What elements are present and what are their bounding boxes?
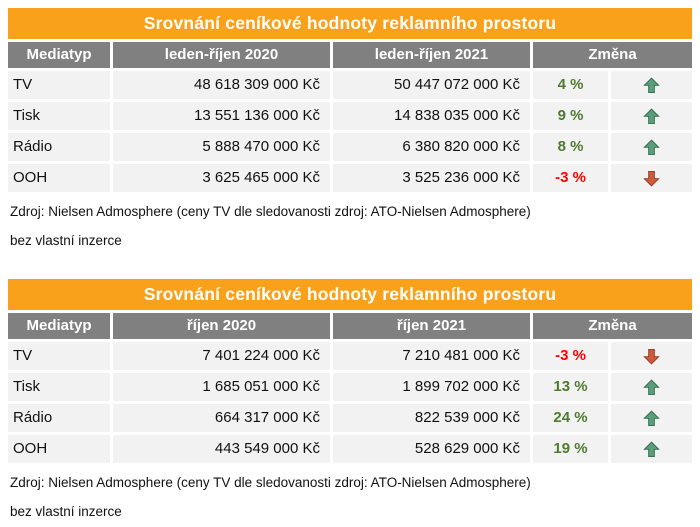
row-radio-trend-cell	[611, 133, 692, 161]
disclaimer-note: bez vlastní inzerce	[10, 233, 122, 248]
row-ooh-mediatype: OOH	[8, 164, 110, 192]
row-tv-change-percent: 4 %	[533, 71, 608, 99]
row-ooh-mediatype: OOH	[8, 435, 110, 463]
data-table: Srovnání ceníkové hodnoty reklamního pro…	[8, 8, 692, 192]
row-tv-value-2020: 7 401 224 000 Kč	[113, 342, 330, 370]
comparison-table-october: Srovnání ceníkové hodnoty reklamního pro…	[8, 279, 692, 519]
row-tv-value-2020: 48 618 309 000 Kč	[113, 71, 330, 99]
column-header-change: Změna	[533, 42, 692, 68]
row-ooh-value-2020: 443 549 000 Kč	[113, 435, 330, 463]
trend-down-arrow-icon	[643, 348, 660, 365]
row-tisk-value-2021: 1 899 702 000 Kč	[333, 373, 530, 401]
row-tisk-mediatype: Tisk	[8, 373, 110, 401]
row-ooh-change-percent: 19 %	[533, 435, 608, 463]
row-ooh-trend-cell	[611, 435, 692, 463]
row-tisk-mediatype: Tisk	[8, 102, 110, 130]
trend-up-arrow-icon	[643, 76, 660, 93]
column-header-period2: leden-říjen 2021	[333, 42, 530, 68]
row-tisk-value-2020: 13 551 136 000 Kč	[113, 102, 330, 130]
row-tv-change-percent: -3 %	[533, 342, 608, 370]
row-tv-value-2021: 50 447 072 000 Kč	[333, 71, 530, 99]
source-note: Zdroj: Nielsen Admosphere (ceny TV dle s…	[10, 204, 531, 219]
row-tv-mediatype: TV	[8, 342, 110, 370]
row-tisk-change-percent: 9 %	[533, 102, 608, 130]
row-tv-trend-cell	[611, 342, 692, 370]
column-header-period2: říjen 2021	[333, 313, 530, 339]
column-header-mediatype: Mediatyp	[8, 313, 110, 339]
row-ooh-value-2020: 3 625 465 000 Kč	[113, 164, 330, 192]
table-title: Srovnání ceníkové hodnoty reklamního pro…	[8, 8, 692, 39]
row-tisk-value-2021: 14 838 035 000 Kč	[333, 102, 530, 130]
row-radio-mediatype: Rádio	[8, 404, 110, 432]
row-radio-change-percent: 24 %	[533, 404, 608, 432]
row-radio-value-2020: 5 888 470 000 Kč	[113, 133, 330, 161]
trend-up-arrow-icon	[643, 138, 660, 155]
column-header-period1: leden-říjen 2020	[113, 42, 330, 68]
column-header-mediatype: Mediatyp	[8, 42, 110, 68]
row-radio-mediatype: Rádio	[8, 133, 110, 161]
row-radio-value-2020: 664 317 000 Kč	[113, 404, 330, 432]
row-tv-mediatype: TV	[8, 71, 110, 99]
column-header-change: Změna	[533, 313, 692, 339]
row-tisk-trend-cell	[611, 102, 692, 130]
trend-up-arrow-icon	[643, 440, 660, 457]
disclaimer-note: bez vlastní inzerce	[10, 504, 122, 519]
source-note: Zdroj: Nielsen Admosphere (ceny TV dle s…	[10, 475, 531, 490]
row-tisk-trend-cell	[611, 373, 692, 401]
table-title: Srovnání ceníkové hodnoty reklamního pro…	[8, 279, 692, 310]
column-header-period1: říjen 2020	[113, 313, 330, 339]
row-ooh-change-percent: -3 %	[533, 164, 608, 192]
row-tv-value-2021: 7 210 481 000 Kč	[333, 342, 530, 370]
row-ooh-value-2021: 528 629 000 Kč	[333, 435, 530, 463]
comparison-table-jan-oct: Srovnání ceníkové hodnoty reklamního pro…	[8, 8, 692, 248]
row-tisk-change-percent: 13 %	[533, 373, 608, 401]
row-ooh-value-2021: 3 525 236 000 Kč	[333, 164, 530, 192]
row-radio-value-2021: 6 380 820 000 Kč	[333, 133, 530, 161]
trend-down-arrow-icon	[643, 170, 660, 187]
row-radio-change-percent: 8 %	[533, 133, 608, 161]
row-tv-trend-cell	[611, 71, 692, 99]
trend-up-arrow-icon	[643, 107, 660, 124]
row-radio-value-2021: 822 539 000 Kč	[333, 404, 530, 432]
row-ooh-trend-cell	[611, 164, 692, 192]
row-radio-trend-cell	[611, 404, 692, 432]
data-table: Srovnání ceníkové hodnoty reklamního pro…	[8, 279, 692, 463]
trend-up-arrow-icon	[643, 378, 660, 395]
row-tisk-value-2020: 1 685 051 000 Kč	[113, 373, 330, 401]
trend-up-arrow-icon	[643, 409, 660, 426]
